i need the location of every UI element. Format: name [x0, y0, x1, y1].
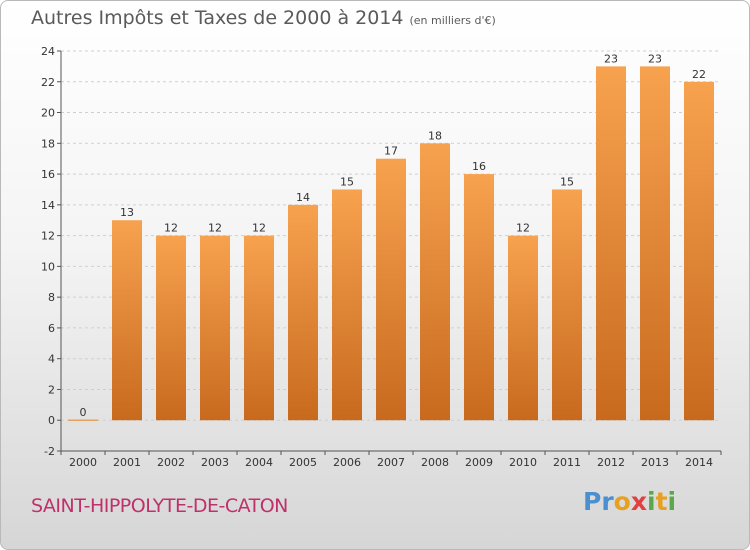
unit-note: (en milliers d'€)	[409, 14, 496, 27]
data-label: 17	[384, 145, 398, 158]
title-text: Autres Impôts et Taxes de 2000 à 2014	[31, 7, 404, 29]
data-label: 14	[296, 191, 310, 204]
y-tick-label: 8	[48, 291, 55, 304]
data-label: 23	[604, 52, 618, 65]
proxiti-logo: Proxiti	[583, 487, 676, 516]
bar-2004	[244, 235, 274, 421]
bar-2013	[640, 66, 670, 421]
y-tick-label: 16	[41, 168, 55, 181]
y-tick-label: 18	[41, 137, 55, 150]
x-tick-label: 2000	[69, 456, 97, 469]
logo-letter: t	[655, 487, 668, 516]
data-label: 22	[692, 68, 706, 81]
x-tick-label: 2005	[289, 456, 317, 469]
x-tick-label: 2002	[157, 456, 185, 469]
place-name: SAINT-HIPPOLYTE-DE-CATON	[31, 495, 288, 517]
bar-2014	[684, 81, 714, 421]
x-tick-label: 2001	[113, 456, 141, 469]
data-label: 15	[560, 175, 574, 188]
chart-title: Autres Impôts et Taxes de 2000 à 2014 (en…	[31, 7, 496, 29]
x-tick-label: 2012	[597, 456, 625, 469]
bar-2006	[332, 189, 362, 421]
bar-2012	[596, 66, 626, 421]
y-tick-label: -2	[44, 445, 55, 458]
data-label: 16	[472, 160, 486, 173]
bar-2001	[112, 220, 142, 421]
bar-2007	[376, 158, 406, 421]
y-tick-label: 4	[48, 353, 55, 366]
x-tick-label: 2008	[421, 456, 449, 469]
y-tick-label: 20	[41, 107, 55, 120]
y-tick-label: 2	[48, 383, 55, 396]
data-label: 12	[164, 222, 178, 235]
data-label: 15	[340, 175, 354, 188]
x-tick-label: 2009	[465, 456, 493, 469]
logo-letter: o	[613, 487, 631, 516]
bar-2005	[288, 204, 318, 421]
logo-letter: i	[667, 487, 677, 516]
bar-2011	[552, 189, 582, 421]
data-label: 23	[648, 52, 662, 65]
logo-letter: r	[601, 487, 614, 516]
y-tick-label: 0	[48, 414, 55, 427]
x-tick-label: 2006	[333, 456, 361, 469]
y-tick-label: 22	[41, 76, 55, 89]
bar-2008	[420, 143, 450, 421]
logo-letter: P	[583, 487, 602, 516]
x-tick-label: 2004	[245, 456, 273, 469]
y-tick-label: 12	[41, 230, 55, 243]
x-tick-label: 2014	[685, 456, 713, 469]
bar-2010	[508, 235, 538, 421]
y-tick-label: 6	[48, 322, 55, 335]
logo-letter: i	[647, 487, 656, 516]
bar-2009	[464, 174, 494, 421]
y-tick-label: 10	[41, 260, 55, 273]
data-label: 12	[208, 222, 222, 235]
bar-2002	[156, 235, 186, 421]
logo-letter: x	[630, 487, 647, 516]
data-label: 13	[120, 206, 134, 219]
x-tick-label: 2007	[377, 456, 405, 469]
x-tick-label: 2011	[553, 456, 581, 469]
bar-2003	[200, 235, 230, 421]
data-label: 12	[516, 222, 530, 235]
x-tick-label: 2010	[509, 456, 537, 469]
y-tick-label: 24	[41, 45, 55, 58]
data-label: 18	[428, 129, 442, 142]
x-tick-label: 2013	[641, 456, 669, 469]
data-label: 12	[252, 222, 266, 235]
data-label: 0	[80, 406, 87, 419]
x-tick-label: 2003	[201, 456, 229, 469]
y-tick-label: 14	[41, 199, 55, 212]
